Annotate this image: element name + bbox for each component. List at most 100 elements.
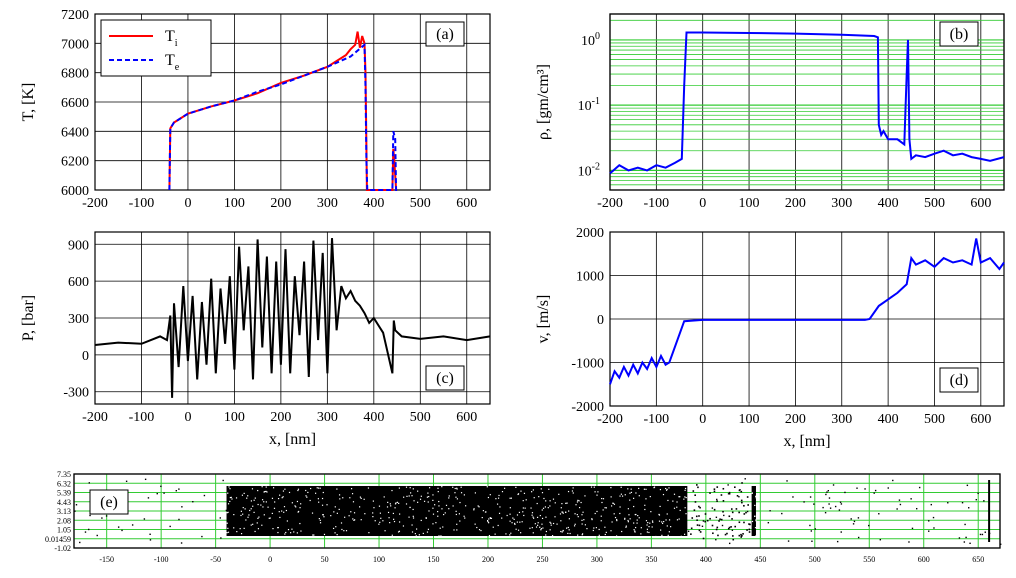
particle [748, 523, 750, 525]
particle-gap [685, 513, 687, 515]
particle-gap [582, 511, 584, 513]
particle-gap [428, 510, 430, 512]
panel-b: -200 -100 0 100 200 300 400 500 600 100 10-1 10-2 ρ,… [535, 13, 1005, 211]
particle [734, 486, 736, 489]
particle [695, 515, 698, 518]
particle [740, 490, 743, 493]
particle [825, 493, 827, 496]
particle-gap [287, 528, 290, 531]
particle-gap [575, 504, 577, 506]
y-tick-label: 900 [68, 238, 89, 253]
particle-gap [368, 532, 370, 534]
particle-gap [352, 501, 355, 503]
particle [809, 496, 812, 498]
particle-gap [448, 497, 450, 499]
x-tick-label: 0 [699, 196, 706, 211]
particle-gap [265, 486, 267, 488]
particle-gap [474, 492, 476, 494]
particle-gap [418, 534, 420, 536]
particle [811, 540, 813, 542]
particle-gap [560, 520, 562, 522]
particle-gap [552, 522, 555, 525]
particle-gap [459, 520, 461, 522]
particle-gap [532, 489, 534, 491]
particle [738, 521, 741, 524]
particle-gap [572, 492, 574, 494]
particle-gap [313, 534, 315, 536]
y-tick-label: 0.01459 [45, 535, 71, 544]
particle-gap [755, 535, 757, 537]
particle [918, 486, 921, 489]
x-tick-label: -200 [597, 196, 623, 211]
particle-gap [271, 512, 273, 515]
particle [156, 492, 158, 495]
particle-gap [291, 502, 293, 504]
panel-label-box [939, 367, 979, 393]
particle-gap [252, 523, 254, 525]
particle-gap [480, 529, 482, 532]
particle [201, 535, 203, 538]
particle [727, 527, 730, 530]
particle-gap [378, 523, 380, 525]
particle-gap [341, 528, 343, 531]
particle-gap [262, 506, 264, 508]
particle-gap [562, 512, 564, 514]
particle-gap [673, 507, 676, 509]
particle-gap [652, 521, 654, 523]
particle-gap [463, 515, 465, 517]
particle-gap [408, 516, 410, 518]
particle-gap [434, 504, 436, 506]
particle [745, 511, 747, 514]
particle-gap [323, 516, 325, 518]
particle-gap [226, 532, 228, 534]
particle-gap [242, 506, 244, 509]
particle-gap [482, 510, 484, 512]
particle-gap [684, 489, 686, 491]
particle [698, 524, 701, 527]
particle [713, 490, 716, 493]
particle [117, 526, 120, 528]
particle [696, 524, 699, 526]
particle [738, 511, 740, 514]
particle-gap [387, 501, 389, 503]
particle-gap [621, 530, 623, 533]
particle [699, 531, 702, 533]
particle-gap [345, 530, 348, 532]
particle-gap [438, 505, 440, 507]
particle-gap [227, 527, 229, 529]
particle [225, 509, 228, 512]
particle-gap [566, 502, 568, 504]
particle-gap [444, 512, 446, 514]
particle-gap [412, 508, 414, 511]
particle-gap [635, 526, 637, 529]
particle-gap [498, 494, 500, 497]
particle-gap [568, 518, 570, 520]
particle-gap [281, 510, 283, 512]
particle-gap [629, 518, 631, 520]
x-tick-label: 600 [456, 410, 477, 425]
series-line-a-1 [168, 42, 398, 191]
plot-frame-outline [73, 473, 1001, 549]
particle-gap [519, 521, 521, 523]
particle-gap [667, 534, 669, 536]
x-tick-label: 650 [972, 555, 984, 564]
particle-gap [627, 488, 629, 490]
particle [699, 506, 701, 509]
particle [713, 488, 716, 490]
particle-gap [684, 487, 687, 490]
particle-gap [305, 495, 307, 497]
particle-gap [487, 519, 489, 522]
particle-gap [560, 507, 562, 509]
particle-gap [410, 492, 412, 494]
particle-gap [437, 491, 439, 493]
particle-gap [257, 528, 260, 530]
particle [726, 532, 728, 535]
particle-gap [360, 519, 362, 521]
particle-gap [633, 522, 635, 524]
particle-gap [670, 526, 672, 528]
particle-gap [540, 529, 542, 531]
particle-gap [257, 503, 259, 506]
panel-e: -150 -100 -50 0 50 100 150 200 250 300 350 400 450 50… [45, 470, 1002, 564]
particle-gap [633, 505, 635, 508]
particle-gap [663, 520, 665, 523]
